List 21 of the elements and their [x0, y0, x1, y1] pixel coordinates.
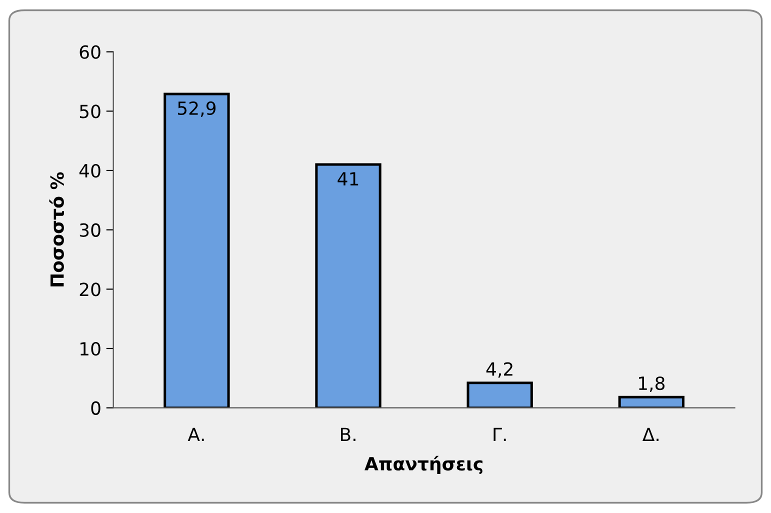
x-tick-label: Δ.: [642, 428, 658, 441]
x-axis-title: Απαντήσεις: [364, 456, 482, 474]
y-tick-label: 0: [91, 401, 100, 415]
bar: [466, 382, 533, 408]
bar: [618, 396, 684, 408]
y-tick-label: 30: [80, 223, 100, 237]
y-tick-label: 60: [80, 45, 100, 59]
bar: [164, 92, 230, 408]
y-axis-title: Ποσοστό %: [49, 172, 64, 286]
data-label: 1,8: [639, 376, 665, 392]
data-label: 52,9: [178, 101, 216, 117]
bar: [315, 163, 382, 408]
x-tick-label: Γ.: [494, 428, 506, 441]
y-tick-label: 20: [80, 282, 100, 296]
x-tick-label: Β.: [340, 428, 356, 441]
data-label: 4,2: [486, 362, 512, 378]
y-tick-label: 10: [80, 342, 100, 356]
data-label: 41: [338, 172, 358, 186]
x-tick-label: Α.: [188, 428, 204, 441]
y-tick-label: 40: [79, 164, 100, 178]
y-tick-label: 50: [80, 104, 100, 118]
